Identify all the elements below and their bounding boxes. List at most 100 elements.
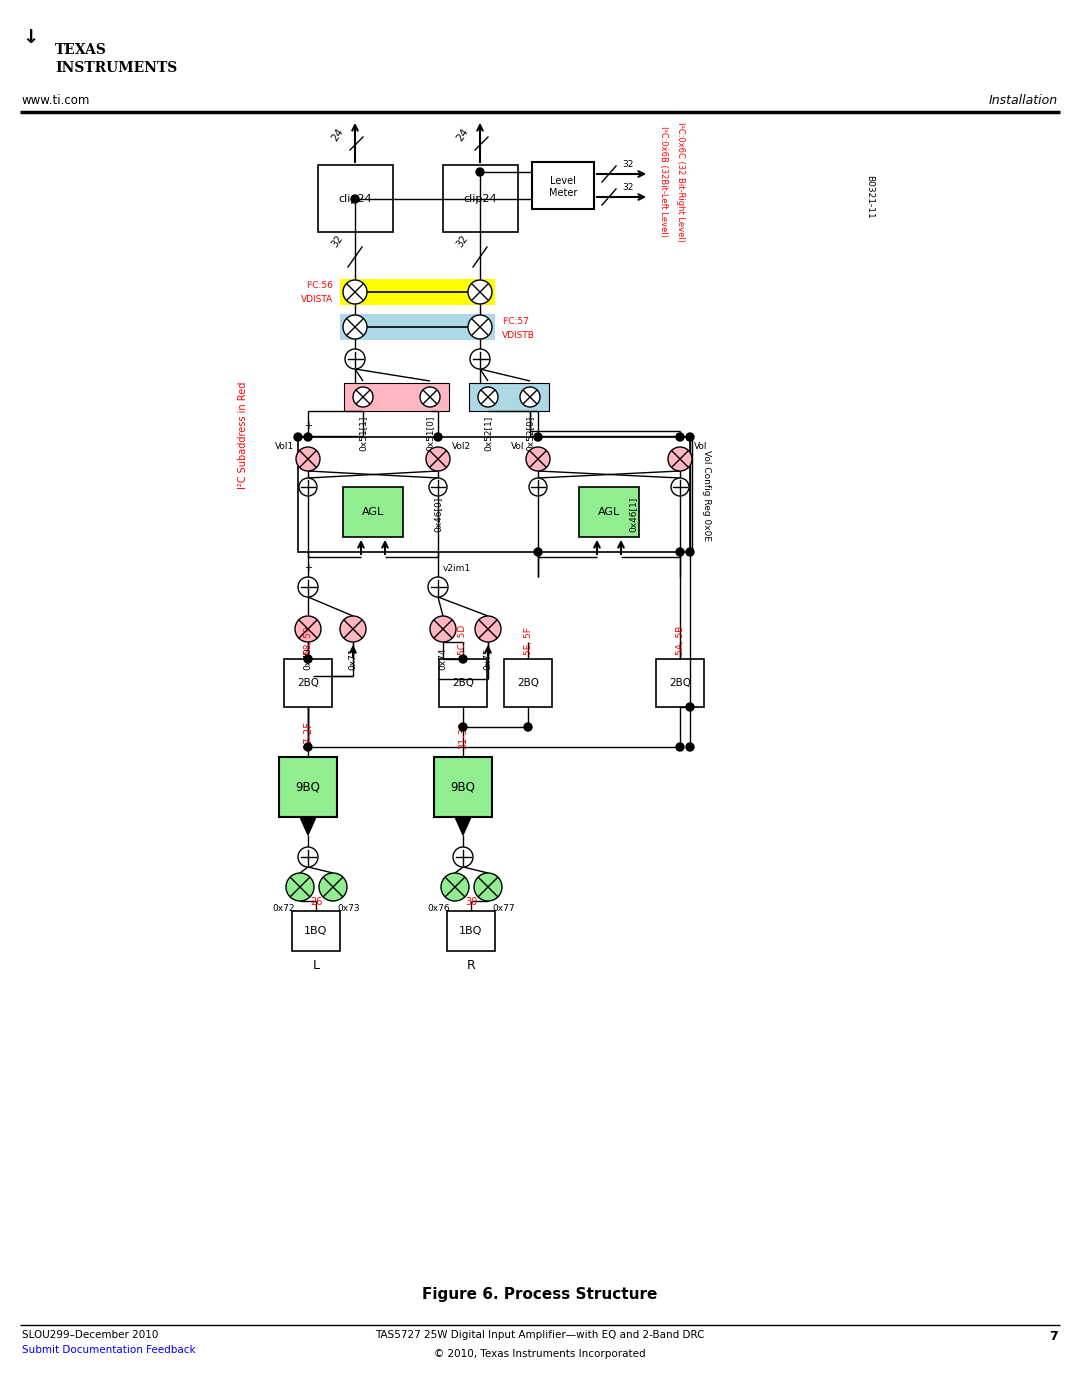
Circle shape [286,873,314,901]
Circle shape [429,478,447,496]
Text: 0x76: 0x76 [428,904,450,914]
Text: v2im1: v2im1 [443,564,471,573]
Text: I²C:56: I²C:56 [306,282,333,291]
Text: 1BQ: 1BQ [305,926,327,936]
Text: 5E, 5F: 5E, 5F [524,627,532,655]
Text: VDISTA: VDISTA [301,296,333,305]
Circle shape [468,279,492,305]
Circle shape [519,387,540,407]
Bar [447,911,495,951]
Bar [279,757,337,817]
Circle shape [686,703,694,711]
Text: 58, 59: 58, 59 [303,626,312,655]
Circle shape [686,548,694,556]
Circle shape [353,387,373,407]
Text: 1BQ: 1BQ [459,926,483,936]
Text: ↓: ↓ [22,28,38,47]
Polygon shape [455,817,471,835]
Bar [579,488,639,536]
Text: 27-2F: 27-2F [303,721,313,749]
Text: TAS5727 25W Digital Input Amplifier—with EQ and 2-Band DRC: TAS5727 25W Digital Input Amplifier—with… [375,1330,705,1340]
Text: VDISTB: VDISTB [502,331,535,339]
Circle shape [434,433,442,441]
Circle shape [441,873,469,901]
Circle shape [296,447,320,471]
Circle shape [294,433,302,441]
Circle shape [343,279,367,305]
Circle shape [298,847,318,868]
Text: AGL: AGL [362,507,384,517]
Text: clip24: clip24 [338,194,372,204]
Circle shape [345,349,365,369]
Text: +: + [303,563,312,573]
Bar [340,279,495,305]
Text: 0x74: 0x74 [438,647,447,669]
Circle shape [524,724,532,731]
Text: 0x46[1]: 0x46[1] [629,497,637,532]
Circle shape [459,724,467,731]
Text: 0x51[0]: 0x51[0] [426,416,434,451]
Text: clip24: clip24 [463,194,497,204]
Circle shape [295,616,321,643]
Text: +: + [303,420,312,432]
Text: 0x51[1]: 0x51[1] [359,416,367,451]
Text: L: L [312,958,320,972]
Text: AGL: AGL [598,507,620,517]
Text: 24: 24 [455,127,470,144]
Text: 0x71: 0x71 [349,647,357,669]
Circle shape [671,478,689,496]
Text: Figure 6. Process Structure: Figure 6. Process Structure [422,1287,658,1302]
Text: Submit Documentation Feedback: Submit Documentation Feedback [22,1345,195,1355]
Text: 0x73: 0x73 [338,904,361,914]
Bar [298,437,690,552]
Text: Vol1: Vol1 [274,441,294,451]
Bar [656,659,704,707]
Text: 32: 32 [622,161,633,169]
Text: 32: 32 [455,233,470,249]
Text: 0x75: 0x75 [484,647,492,669]
Bar [343,488,403,536]
Text: I²C Subaddress in Red: I²C Subaddress in Red [238,381,248,489]
Circle shape [298,577,318,597]
Circle shape [319,873,347,901]
Text: Vol2: Vol2 [453,441,471,451]
Text: 2BQ: 2BQ [453,678,474,687]
Text: 0x70: 0x70 [303,647,312,669]
Bar [532,162,594,210]
Circle shape [534,548,542,556]
Text: 32: 32 [329,233,345,249]
Circle shape [686,433,694,441]
Circle shape [453,847,473,868]
Text: Installation: Installation [989,94,1058,108]
Circle shape [676,548,684,556]
Text: B0321-11: B0321-11 [865,175,875,219]
Text: 0x52[0]: 0x52[0] [526,416,535,451]
Text: 7: 7 [1050,1330,1058,1343]
Text: 0x77: 0x77 [492,904,515,914]
Circle shape [470,349,490,369]
Bar [443,165,518,232]
Text: 30: 30 [464,897,477,907]
Polygon shape [300,817,316,835]
Text: Vol: Vol [694,441,707,451]
Circle shape [420,387,440,407]
Text: Vol Config Reg 0x0E: Vol Config Reg 0x0E [702,450,711,541]
Circle shape [340,616,366,643]
Circle shape [478,387,498,407]
Text: 5A, 5B: 5A, 5B [675,626,685,655]
Circle shape [676,743,684,752]
Text: 24: 24 [329,127,345,144]
Text: www.ti.com: www.ti.com [22,94,91,108]
Circle shape [526,447,550,471]
Bar [340,314,495,339]
Text: 26: 26 [310,897,322,907]
Bar [434,757,492,817]
Text: Vol: Vol [511,441,524,451]
Bar [284,659,332,707]
Text: I²C:0x6C (32 Bit-Right Level): I²C:0x6C (32 Bit-Right Level) [676,122,685,242]
Text: Meter: Meter [549,189,577,198]
Circle shape [468,314,492,339]
Text: I²C:0x6B (32Bit-Left Level): I²C:0x6B (32Bit-Left Level) [659,127,669,237]
Circle shape [534,433,542,441]
Text: TEXAS: TEXAS [55,43,107,57]
